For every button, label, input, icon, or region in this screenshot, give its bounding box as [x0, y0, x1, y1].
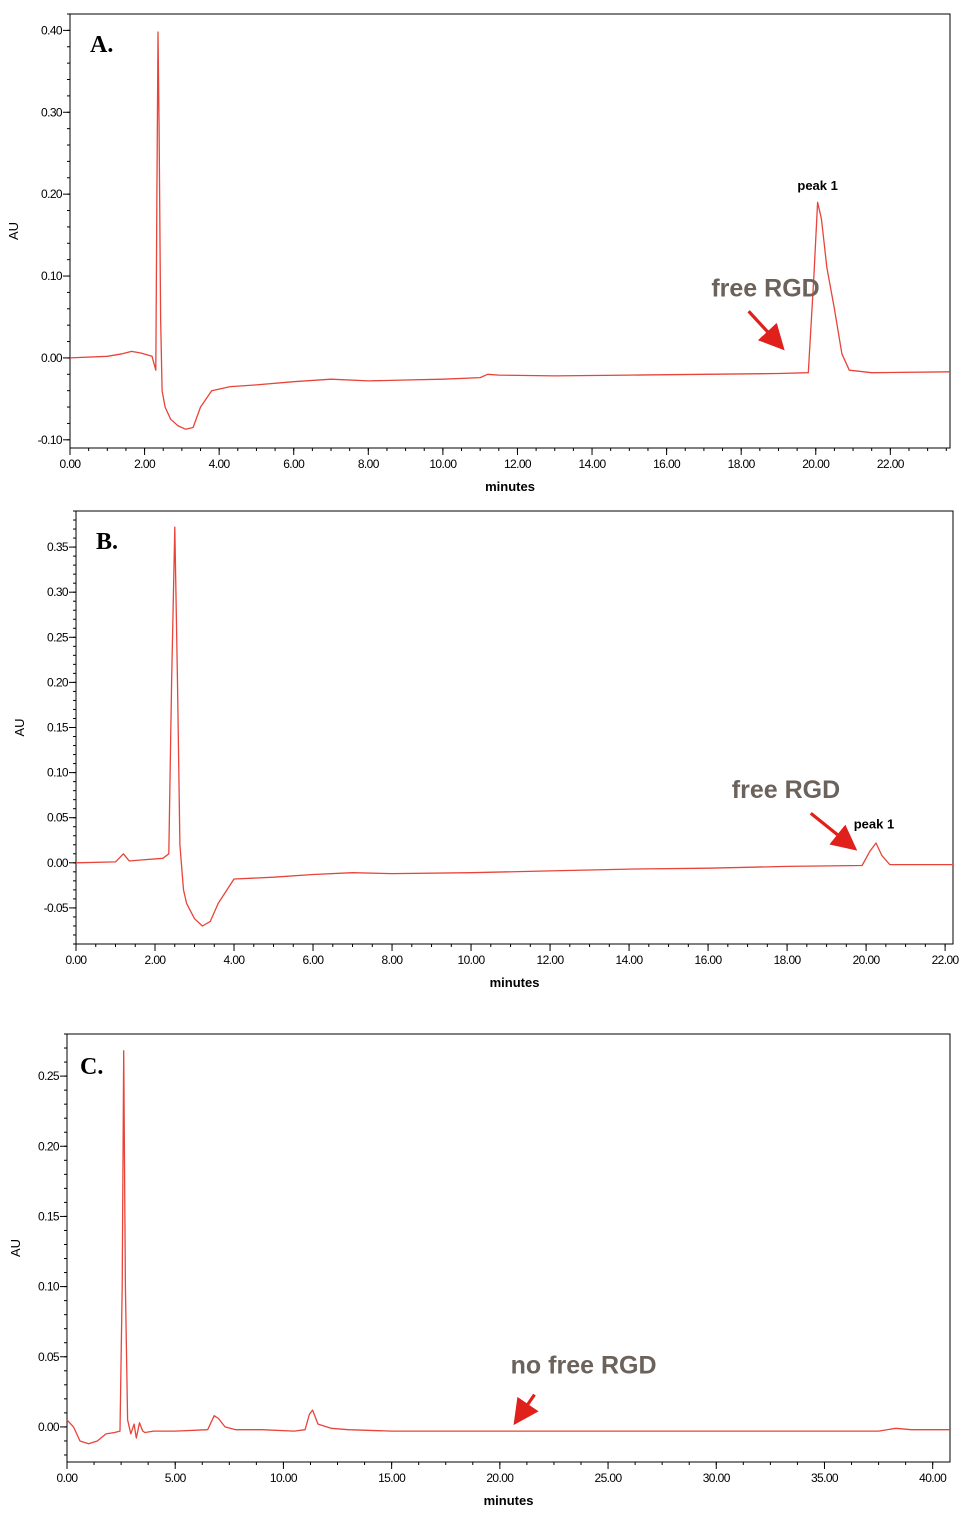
y-tick-label: 0.10 [47, 766, 69, 780]
x-tick-label: 16.00 [653, 457, 681, 471]
x-tick-label: 4.00 [224, 953, 246, 967]
chromatogram-trace [69, 31, 951, 430]
x-tick-label: 18.00 [728, 457, 756, 471]
y-tick-label: 0.00 [38, 1420, 60, 1434]
y-tick-label: 0.30 [47, 585, 69, 599]
x-tick-label: 12.00 [504, 457, 532, 471]
x-tick-label: 20.00 [802, 457, 830, 471]
x-tick-label: 10.00 [458, 953, 486, 967]
x-tick-label: 6.00 [303, 953, 325, 967]
x-tick-label: 30.00 [703, 1471, 731, 1485]
x-tick-label: 10.00 [429, 457, 457, 471]
x-tick-label: 20.00 [853, 953, 881, 967]
x-tick-label: 20.00 [486, 1471, 514, 1485]
y-tick-label: 0.05 [38, 1350, 60, 1364]
panel-label: C. [80, 1054, 103, 1080]
x-tick-label: 4.00 [209, 457, 231, 471]
y-tick-label: 0.20 [38, 1139, 60, 1153]
annotation-arrow [513, 1393, 539, 1426]
chart-panel-b: 0.00 2.00 4.00 6.00 8.00 10.00 12.00 14.00 16.00… [12, 510, 960, 990]
x-tick-label: 5.00 [165, 1471, 187, 1485]
y-axis-title: AU [12, 718, 27, 736]
y-tick-label: 0.00 [47, 856, 69, 870]
panel-label: B. [96, 529, 118, 555]
y-tick-label: -0.10 [38, 433, 63, 447]
y-axis-title: AU [8, 1239, 23, 1257]
plot-frame [75, 510, 954, 945]
y-tick-label: 0.10 [41, 269, 63, 283]
x-tick-label: 0.00 [57, 1471, 79, 1485]
y-tick-label: 0.25 [38, 1069, 60, 1083]
chromatogram-trace [75, 526, 953, 927]
annotation-arrow [747, 310, 785, 351]
panel-label: A. [90, 32, 113, 58]
x-tick-label: 2.00 [145, 953, 167, 967]
y-tick-label: 0.25 [47, 630, 69, 644]
peak-label: peak 1 [854, 817, 894, 832]
y-tick-label: 0.15 [47, 721, 69, 735]
x-axis-title: minutes [484, 1493, 534, 1508]
y-tick-label: 0.15 [38, 1209, 60, 1223]
x-axis-title: minutes [490, 975, 540, 990]
y-tick-label: 0.20 [47, 675, 69, 689]
x-tick-label: 8.00 [358, 457, 380, 471]
peak-label: peak 1 [797, 178, 837, 193]
x-tick-label: 35.00 [811, 1471, 839, 1485]
chart-panel-a: 0.00 2.00 4.00 6.00 8.00 10.00 12.00 14.00 16.00… [6, 13, 951, 494]
plot-frame [66, 1033, 951, 1463]
x-axis-title: minutes [485, 479, 535, 494]
x-tick-label: 16.00 [695, 953, 723, 967]
chromatogram-trace [66, 1050, 950, 1445]
y-tick-label: -0.05 [44, 901, 69, 915]
x-tick-label: 12.00 [537, 953, 565, 967]
y-tick-label: 0.40 [41, 23, 63, 37]
y-tick-label: 0.20 [41, 187, 63, 201]
y-tick-label: 0.00 [41, 351, 63, 365]
chart-panel-c: 0.00 5.00 10.00 15.00 20.00 25.00 30.00 35.00 40… [8, 1033, 951, 1508]
x-tick-label: 8.00 [382, 953, 404, 967]
x-tick-label: 0.00 [60, 457, 82, 471]
x-tick-label: 14.00 [579, 457, 607, 471]
x-tick-label: 2.00 [134, 457, 156, 471]
annotation-arrow [809, 811, 858, 851]
y-tick-label: 0.35 [47, 540, 69, 554]
x-tick-label: 15.00 [378, 1471, 406, 1485]
plot-frame [69, 13, 951, 449]
x-tick-label: 18.00 [774, 953, 802, 967]
y-tick-label: 0.10 [38, 1280, 60, 1294]
x-tick-label: 40.00 [919, 1471, 947, 1485]
y-axis-title: AU [6, 222, 21, 240]
x-tick-label: 6.00 [283, 457, 305, 471]
y-tick-label: 0.05 [47, 811, 69, 825]
x-tick-label: 22.00 [932, 953, 960, 967]
x-tick-label: 14.00 [616, 953, 644, 967]
y-tick-label: 0.30 [41, 105, 63, 119]
x-tick-label: 0.00 [66, 953, 88, 967]
annotation-label: no free RGD [511, 1352, 657, 1380]
x-tick-label: 25.00 [595, 1471, 623, 1485]
x-tick-label: 22.00 [877, 457, 905, 471]
annotation-label: free RGD [711, 275, 819, 303]
x-tick-label: 10.00 [270, 1471, 298, 1485]
annotation-label: free RGD [732, 776, 840, 804]
